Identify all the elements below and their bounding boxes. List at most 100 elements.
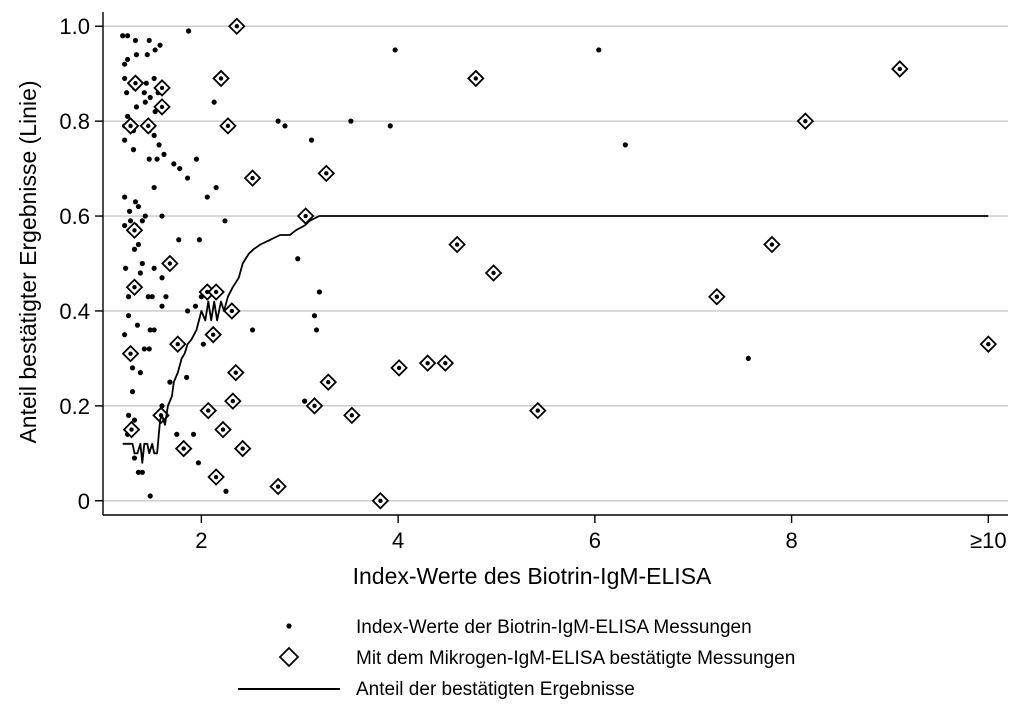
diamond-center-dot [159, 85, 165, 91]
diamond-center-dot [159, 104, 165, 110]
dot-point-68 [159, 303, 165, 309]
diamond-center-dot [133, 80, 138, 86]
dot-point-1 [124, 33, 131, 39]
diamond-center-dot [146, 123, 151, 129]
dot-point-94 [174, 431, 180, 437]
diamond-center-dot [132, 228, 137, 233]
dot-point-9 [144, 52, 150, 58]
dot-point-99 [222, 218, 228, 224]
diamond-center-dot [897, 66, 902, 72]
diamond-point-3 [212, 69, 230, 88]
diamond-center-dot [129, 427, 134, 432]
dot-point-107 [316, 289, 323, 295]
diamond-center-dot [378, 498, 383, 503]
series-line [122, 215, 989, 464]
dot-point-43 [122, 194, 128, 200]
dot-point-30 [151, 132, 157, 138]
diamond-center-dot [714, 294, 720, 299]
y-tick-label-4: 0.8 [59, 109, 90, 134]
diamond-point-29 [436, 354, 455, 372]
diamond-point-34 [305, 397, 324, 415]
dot-point-10 [152, 47, 158, 53]
diamond-point-4 [467, 69, 485, 88]
diamond-point-12 [317, 164, 336, 183]
dot-point-84 [167, 379, 173, 385]
dot-point-57 [196, 237, 203, 243]
diamond-center-dot [213, 474, 219, 480]
diamond-center-dot [234, 24, 239, 29]
dot-point-16 [124, 90, 130, 96]
dot-point-61 [151, 265, 157, 271]
diamond-center-dot [986, 341, 991, 347]
diamond-point-44 [269, 477, 287, 496]
dot-point-51 [159, 213, 165, 219]
diamond-point-27 [979, 335, 998, 353]
diamond-point-43 [207, 468, 225, 486]
diamond-center-dot [206, 408, 211, 413]
x-axis-label: Index-Werte des Biotrin-IgM-ELISA [353, 563, 712, 589]
diamond-center-dot [210, 332, 216, 337]
dot-point-64 [125, 294, 132, 300]
diamond-center-dot [312, 403, 317, 409]
dot-point-23 [142, 99, 148, 105]
diamond-point-17 [161, 254, 179, 273]
dot-point-14 [143, 80, 149, 86]
legend-diamond-marker [278, 646, 300, 668]
diamond-center-dot [128, 123, 133, 129]
dot-point-53 [127, 218, 134, 224]
dot-point-112 [596, 47, 602, 53]
dot-point-8 [133, 52, 140, 58]
dot-point-66 [149, 294, 155, 300]
diamond-center-dot [396, 365, 402, 371]
dot-point-4 [157, 42, 163, 48]
diamond-center-dot [128, 351, 133, 356]
diamond-point-8 [139, 117, 158, 135]
diamond-point-40 [214, 420, 232, 439]
diamond-center-dot [535, 408, 540, 413]
dot-point-47 [139, 218, 145, 224]
dot-point-86 [129, 389, 136, 395]
diamond-point-42 [233, 439, 252, 458]
diamond-center-dot [213, 289, 219, 295]
dot-point-11 [122, 75, 128, 82]
proportion-line [122, 215, 989, 464]
diamond-center-dot [240, 446, 245, 451]
diamond-point-19 [125, 278, 144, 296]
dot-point-50 [142, 213, 148, 219]
dot-point-97 [147, 493, 153, 499]
diamond-point-37 [343, 406, 361, 425]
dot-point-44 [132, 199, 139, 205]
dot-point-2 [132, 37, 139, 44]
diamond-center-dot [218, 76, 224, 81]
x-tick-label-1: 4 [392, 528, 404, 553]
y-tick-label-0: 0 [78, 489, 90, 514]
dot-point-96 [195, 460, 202, 466]
dot-point-46 [135, 203, 142, 210]
y-tick-label-1: 0.2 [59, 394, 90, 419]
dot-point-34 [146, 156, 152, 162]
diamond-point-11 [243, 169, 262, 187]
dot-point-69 [184, 308, 191, 314]
x-tick-label-0: 2 [195, 528, 207, 553]
dot-point-19 [147, 94, 153, 101]
diamond-point-21 [207, 283, 225, 301]
diamond-point-9 [219, 117, 237, 135]
diamond-point-18 [484, 264, 503, 282]
diamond-center-dot [275, 484, 281, 489]
dot-point-56 [176, 237, 182, 243]
dot-point-102 [282, 123, 288, 129]
dot-point-104 [308, 137, 315, 143]
dot-point-37 [171, 161, 177, 167]
y-axis-ticks: 0 0.2 0.4 0.6 0.8 1.0 [59, 14, 103, 514]
y-axis-label: Anteil bestätigter Ergebnisse (Linie) [15, 80, 41, 443]
dot-point-106 [313, 327, 320, 333]
dot-point-65 [145, 294, 151, 300]
dot-point-81 [146, 346, 152, 352]
legend-dot-marker [286, 623, 292, 629]
diamond-point-32 [319, 373, 338, 391]
dot-point-100 [249, 327, 256, 333]
dot-point-114 [745, 355, 751, 362]
x-tick-label-3: 8 [785, 528, 797, 553]
diamond-point-2 [153, 79, 171, 97]
